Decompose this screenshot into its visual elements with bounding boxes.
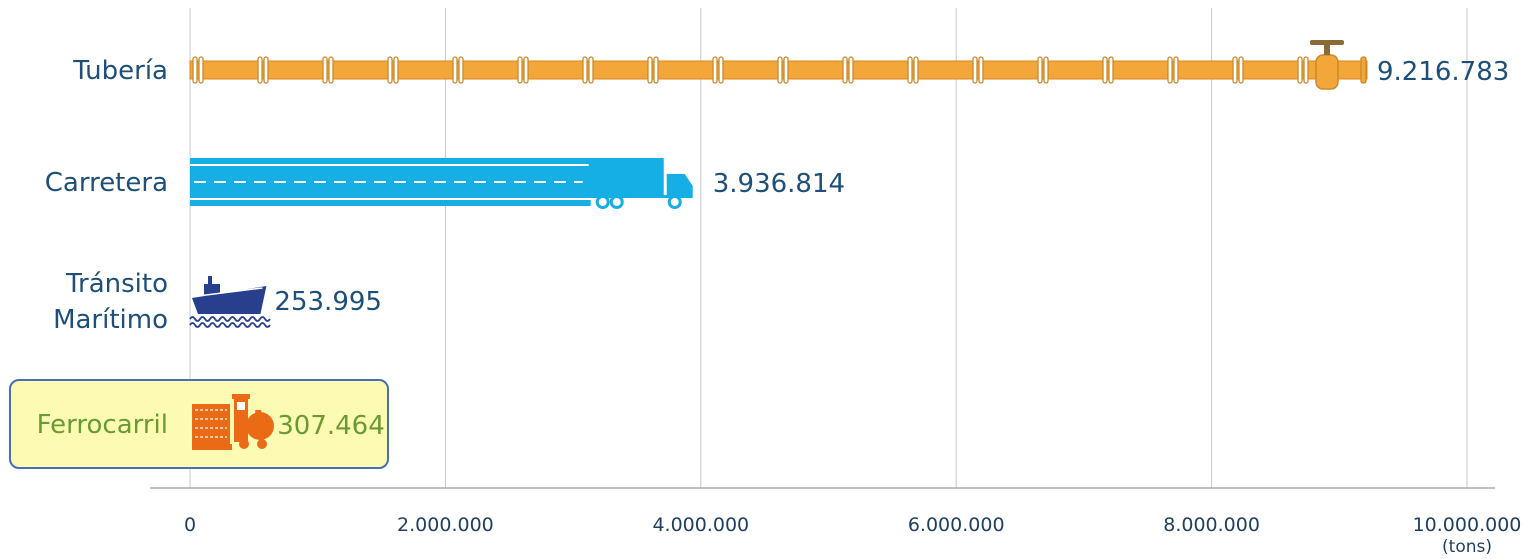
category-labels: Tubería Carretera Tránsito Marítimo Ferrocar… [37, 56, 168, 440]
pipe-joint [458, 56, 464, 84]
value-label: 9.216.783 [1377, 57, 1509, 87]
pipe-joint [1108, 56, 1114, 84]
category-label: Carretera [45, 168, 168, 198]
pipe-joint [263, 56, 269, 84]
tick-label: 6.000.000 [908, 514, 1005, 536]
pipe-joint [647, 56, 653, 84]
train-bar [192, 394, 274, 450]
value-label: 307.464 [277, 411, 385, 441]
train-window [237, 402, 245, 410]
x-axis: 0 2.000.000 4.000.000 6.000.000 8.000.000 10.… [150, 487, 1522, 557]
pipe-joint [582, 56, 588, 84]
train-boiler [246, 412, 274, 440]
pipe-joint [523, 56, 529, 84]
pipe-joint [1173, 56, 1179, 84]
pipe-joint [393, 56, 399, 84]
truck-cab [666, 174, 693, 195]
category-label: Tránsito Marítimo [53, 269, 168, 335]
category-label: Ferrocarril [37, 410, 168, 440]
train-wheel [239, 439, 249, 449]
pipe-joint [712, 56, 718, 84]
truck-wheel [667, 195, 682, 209]
train-roof [232, 394, 250, 399]
pipe-joint [913, 56, 919, 84]
axis-unit-label: (tons) [1442, 537, 1492, 557]
pipe-joint [588, 56, 594, 84]
truck-wheel [609, 195, 624, 209]
ship-mast [208, 276, 212, 284]
ship-icon [192, 286, 267, 314]
pipe-joint [777, 56, 783, 84]
train-wheel [257, 439, 267, 449]
value-label: 3.936.814 [713, 169, 845, 199]
value-label: 253.995 [274, 287, 382, 317]
pipe-joint [972, 56, 978, 84]
train-chimney [255, 410, 262, 418]
ship-stripe [197, 287, 263, 297]
valve-handle [1309, 40, 1344, 45]
ship-waves [189, 322, 271, 328]
bars [189, 40, 1368, 450]
ship-waves [189, 316, 271, 322]
pipe-joint [978, 56, 984, 84]
pipe-joint [1303, 56, 1309, 84]
pipe-joint [517, 56, 523, 84]
truck-icon [588, 158, 664, 195]
pipe-joint [718, 56, 724, 84]
pipeline-icon [1315, 54, 1339, 90]
truck-chassis [588, 195, 693, 198]
pipe-joint [1167, 56, 1173, 84]
pipe-joint [783, 56, 789, 84]
pipe-joint [1043, 56, 1049, 84]
ship-cabin [204, 284, 220, 296]
truck-wheel [595, 195, 610, 209]
valve-stem [1323, 45, 1330, 55]
value-labels: 9.216.783 3.936.814 253.995 307.464 [274, 57, 1509, 441]
pipe-joint [653, 56, 659, 84]
pipe-joint [1297, 56, 1303, 84]
pipe-joint [1037, 56, 1043, 84]
pipe-joint [387, 56, 393, 84]
tick-label: 4.000.000 [652, 514, 749, 536]
road-bar [190, 158, 693, 209]
ship-bar [189, 276, 271, 328]
pipe-joint [1238, 56, 1244, 84]
pipe-joint [192, 56, 198, 84]
tick-label: 2.000.000 [397, 514, 494, 536]
pipe-joint [328, 56, 334, 84]
pipe-joint [1102, 56, 1108, 84]
pipe-end [1360, 56, 1367, 84]
pipe-joint [452, 56, 458, 84]
category-label: Tubería [72, 56, 168, 86]
pipe-joint [198, 56, 204, 84]
pipe-joint [842, 56, 848, 84]
wagon-base [192, 444, 232, 450]
pipe-joint [907, 56, 913, 84]
pipe-joint [848, 56, 854, 84]
pipe-joint [1232, 56, 1238, 84]
pipe-joint [257, 56, 263, 84]
tick-label: 8.000.000 [1163, 514, 1260, 536]
pipe-joint [322, 56, 328, 84]
tick-label: 0 [184, 514, 196, 536]
pipeline-bar [189, 40, 1368, 90]
tick-label: 10.000.000 [1413, 514, 1522, 536]
